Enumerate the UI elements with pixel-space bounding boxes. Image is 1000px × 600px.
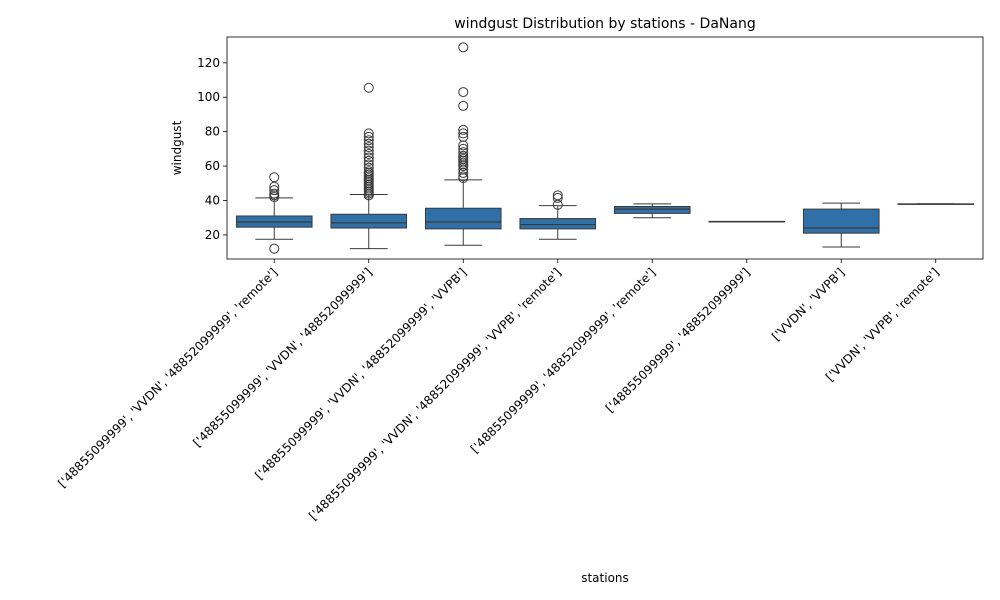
y-tick-label: 20 <box>205 228 220 242</box>
outlier-point <box>458 150 469 161</box>
outlier-point <box>363 166 374 177</box>
outlier-point <box>363 131 374 142</box>
plot-frame <box>226 36 984 260</box>
outlier-point <box>363 128 374 139</box>
outlier-point <box>458 143 469 154</box>
outlier-point <box>269 185 280 196</box>
outlier-point <box>458 128 469 139</box>
box-iqr <box>424 207 502 230</box>
outlier-point <box>552 190 563 201</box>
outlier-point <box>363 149 374 160</box>
box-group-6 <box>708 220 786 223</box>
x-tick-label: ['48855099999', 'VVDN', '48852099999', '… <box>252 265 469 482</box>
box-iqr <box>519 218 597 230</box>
x-tick-label: ['48855099999', 'VVDN', '48852099999', '… <box>55 265 280 490</box>
outlier-point <box>363 142 374 153</box>
y-tick-label: 120 <box>197 56 220 70</box>
y-axis: 20 40 60 80 100 120 <box>197 56 227 242</box>
box-group-3 <box>424 42 502 246</box>
box-group-4 <box>519 190 597 240</box>
outlier-point <box>458 42 469 53</box>
y-tick-label: 80 <box>205 125 220 139</box>
y-tick-label: 40 <box>205 193 220 207</box>
y-axis-title: windgust <box>170 120 184 175</box>
outlier-point <box>363 152 374 163</box>
x-tick-label: ['VVDN', 'VVPB', 'remote'] <box>823 265 942 384</box>
outlier-point <box>458 100 469 111</box>
outlier-point <box>458 87 469 98</box>
outlier-point <box>458 171 469 182</box>
outlier-point <box>363 82 374 93</box>
outlier-point <box>458 147 469 158</box>
box-iqr <box>330 213 408 229</box>
x-axis-title: stations <box>581 571 629 585</box>
outlier-point <box>458 124 469 135</box>
outlier-point <box>363 162 374 173</box>
outlier-point <box>269 188 280 199</box>
y-tick-label: 100 <box>197 90 220 104</box>
plot-area <box>235 42 975 254</box>
outlier-point <box>363 135 374 146</box>
box-group-1 <box>235 172 313 254</box>
chart-title: windgust Distribution by stations - DaNa… <box>454 16 755 32</box>
outlier-point <box>363 138 374 149</box>
outlier-point <box>363 155 374 166</box>
y-tick-label: 60 <box>205 159 220 173</box>
box-group-7 <box>802 202 880 248</box>
box-group-2 <box>330 82 408 250</box>
box-group-5 <box>613 203 691 219</box>
box-iqr <box>802 208 880 234</box>
x-tick-label: ['VVDN', 'VVPB'] <box>769 265 847 343</box>
x-axis: ['48855099999', 'VVDN', '48852099999', '… <box>55 259 942 523</box>
outlier-point <box>269 243 280 254</box>
x-tick-label: ['48855099999', 'VVDN', '48852099999'] <box>190 265 375 450</box>
x-tick-label: ['48855099999', '48852099999', 'remote'] <box>468 265 659 456</box>
outlier-point <box>269 172 280 183</box>
box-iqr <box>613 206 691 214</box>
outlier-point <box>363 159 374 170</box>
box-group-8 <box>897 203 975 205</box>
outlier-point <box>458 131 469 142</box>
outlier-point <box>363 145 374 156</box>
outlier-point <box>552 192 563 203</box>
